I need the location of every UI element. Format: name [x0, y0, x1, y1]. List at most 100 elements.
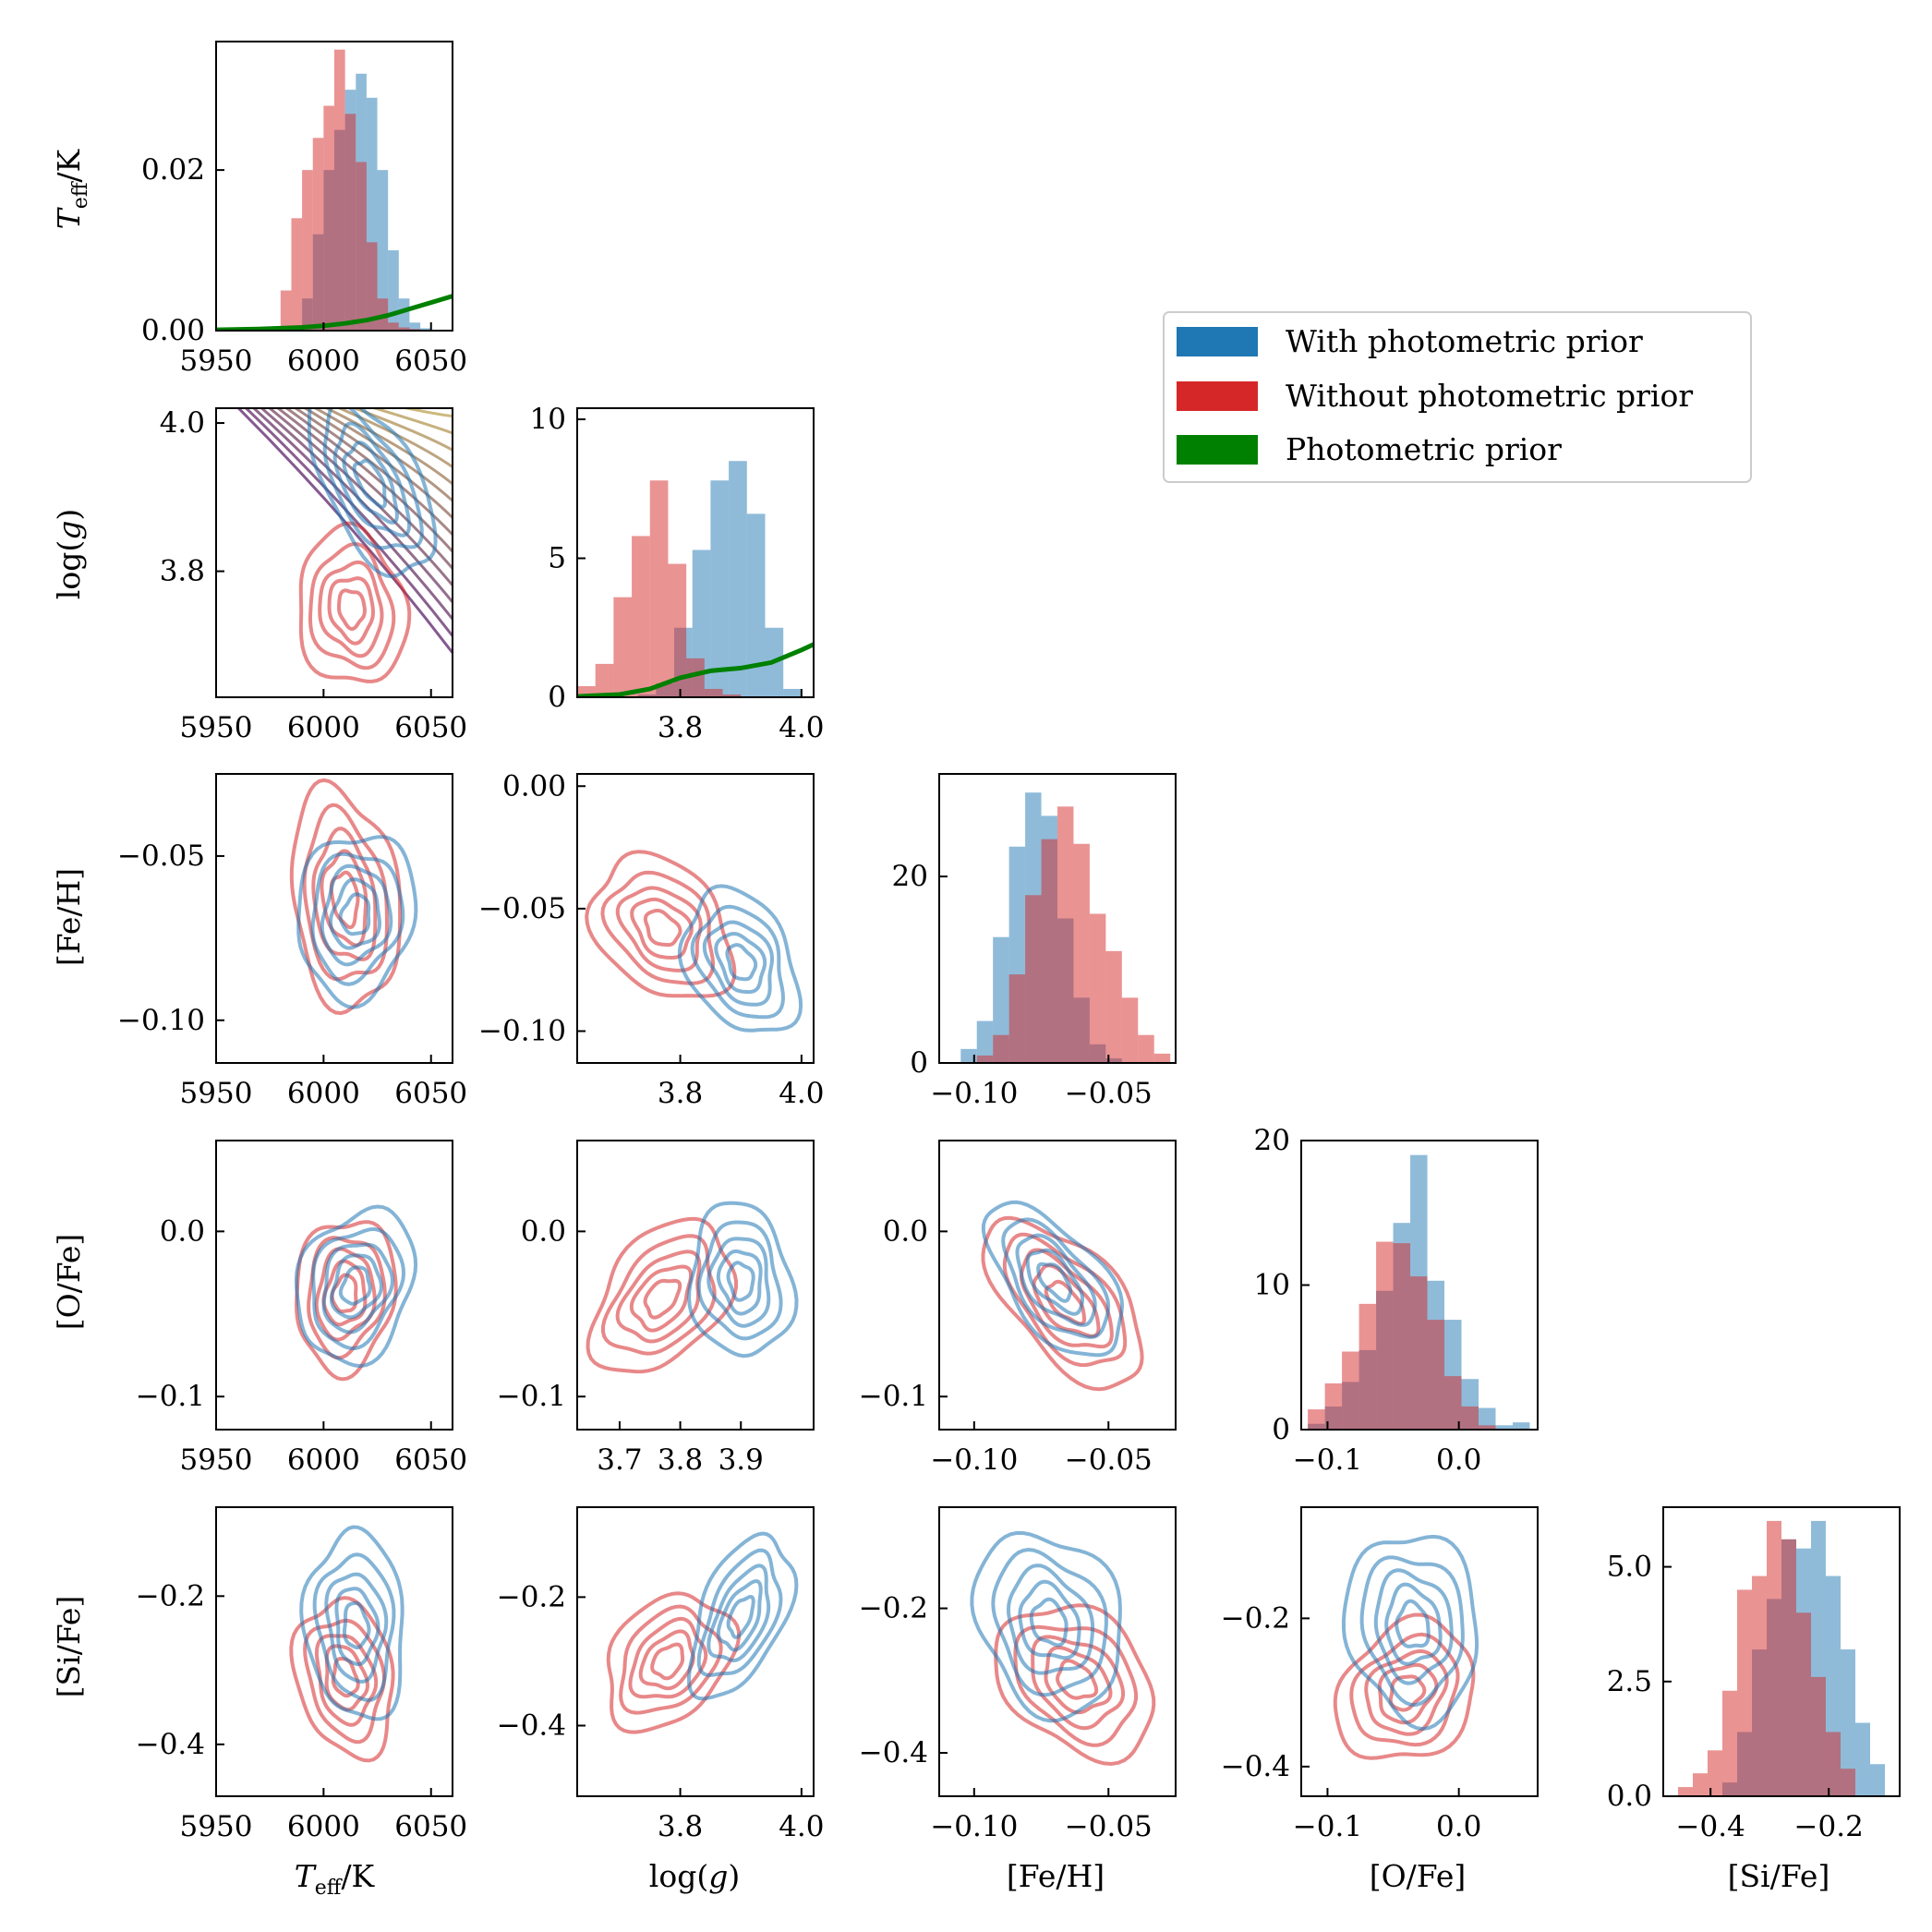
y-label-logg: log(g): [51, 509, 87, 599]
hist-bar-without-prior: [323, 105, 334, 331]
svg-text:log(g): log(g): [51, 509, 87, 599]
x-tick-label: −0.2: [1794, 1810, 1864, 1843]
y-tick-label: −0.2: [1221, 1601, 1290, 1635]
hist-bar-without-prior: [1105, 950, 1122, 1063]
kde-contour-with-prior: [677, 884, 803, 1032]
kde-contour-with-prior: [1395, 1599, 1431, 1648]
kde-logg-feh: 3.8 4.0 −0.10 −0.05 0.00: [478, 769, 825, 1110]
kde-contour-with-prior: [1006, 1564, 1095, 1675]
hist-teff: 5950 6000 6050 0.00 0.02: [141, 41, 467, 378]
x-tick-label: −0.4: [1676, 1810, 1745, 1843]
y-label-sife: [Si/Fe]: [51, 1596, 87, 1698]
y-tick-label: 10: [1254, 1269, 1290, 1302]
kde-contour-without-prior: [1013, 1624, 1139, 1747]
x-tick-label: 0.0: [1436, 1810, 1481, 1843]
prior-contour: [313, 386, 453, 401]
hist-bar-without-prior: [1308, 1409, 1325, 1430]
svg-text:[Fe/H]: [Fe/H]: [51, 868, 87, 966]
x-tick-label: 4.0: [779, 711, 824, 744]
kde-contour-with-prior: [981, 1200, 1125, 1358]
kde-teff-sife: 5950 6000 6050 −0.4 −0.2: [136, 1506, 467, 1843]
prior-contour: [312, 408, 453, 502]
kde-logg-ofe-plot-area: [586, 1201, 799, 1374]
kde-contour-without-prior: [318, 560, 384, 658]
legend-label-prior: Photometric prior: [1286, 431, 1562, 467]
hist-bar-without-prior: [312, 138, 324, 331]
legend-swatch-prior: [1177, 435, 1258, 465]
kde-contour-without-prior: [601, 1234, 717, 1356]
kde-contour-without-prior: [650, 1642, 685, 1681]
kde-contour-without-prior: [585, 850, 737, 998]
hist-bar-without-prior: [1121, 997, 1139, 1063]
kde-teff-logg: 5950 6000 6050 3.8 4.0: [160, 382, 467, 744]
x-tick-label: 4.0: [779, 1077, 824, 1110]
axes-frame: [938, 1140, 1177, 1431]
hist-bar-without-prior: [1358, 1303, 1377, 1430]
x-tick-label: −0.05: [1065, 1810, 1153, 1843]
y-tick-label: 20: [1254, 1124, 1290, 1157]
hist-bar-without-prior: [1041, 839, 1057, 1063]
svg-text:[Si/Fe]: [Si/Fe]: [51, 1596, 87, 1698]
hist-bar-without-prior: [1752, 1576, 1767, 1796]
axes-frame: [576, 1140, 815, 1431]
kde-contour-with-prior: [1018, 1579, 1081, 1660]
kde-teff-logg-plot-area: [236, 382, 453, 683]
hist-bar-without-prior: [613, 597, 633, 697]
kde-contour-with-prior: [686, 1531, 799, 1701]
hist-bar-with-prior: [993, 936, 1009, 1063]
kde-contour-without-prior: [615, 1250, 702, 1344]
kde-teff-sife-plot-area: [289, 1525, 405, 1763]
hist-ofe-plot-area: [1308, 1154, 1530, 1430]
kde-contour-with-prior: [970, 1530, 1122, 1723]
y-tick-label: 0.0: [521, 1214, 566, 1248]
hist-bar-without-prior: [334, 49, 345, 331]
y-tick-label: −0.1: [497, 1380, 566, 1413]
x-tick-label: 6000: [287, 1443, 360, 1477]
y-label-ofe: [O/Fe]: [51, 1234, 87, 1331]
y-tick-label: 0.00: [141, 314, 205, 347]
x-tick-label: 3.8: [658, 1443, 703, 1477]
kde-feh-sife-plot-area: [970, 1530, 1156, 1767]
legend-swatch-with: [1177, 327, 1258, 356]
kde-contour-with-prior: [1036, 1262, 1073, 1303]
hist-bar-without-prior: [1324, 1383, 1343, 1430]
hist-bar-with-prior: [1870, 1764, 1885, 1796]
prior-contour: [320, 382, 453, 392]
hist-ofe: −0.1 0.0 0 10 20: [1254, 1124, 1539, 1477]
kde-contour-without-prior: [994, 1603, 1156, 1767]
kde-contour-with-prior: [322, 408, 424, 550]
kde-contour-without-prior: [628, 1616, 708, 1699]
y-tick-label: −0.10: [478, 1015, 566, 1048]
x-label-sife: [Si/Fe]: [1728, 1858, 1830, 1894]
kde-contour-with-prior: [311, 1227, 406, 1350]
hist-bar-with-prior: [1479, 1407, 1496, 1430]
kde-contour-with-prior: [726, 1261, 755, 1302]
hist-sife: −0.4 −0.2 0.0 2.5 5.0: [1607, 1506, 1901, 1843]
x-tick-label: 6050: [394, 1443, 467, 1477]
kde-contour-with-prior: [1029, 1597, 1069, 1648]
kde-contour-with-prior: [1359, 1555, 1465, 1708]
y-tick-label: −0.4: [497, 1709, 566, 1742]
legend: With photometric prior Without photometr…: [1163, 311, 1752, 483]
hist-bar-without-prior: [1737, 1589, 1752, 1796]
kde-feh-ofe: −0.10 −0.05 −0.1 0.0: [859, 1140, 1177, 1477]
hist-logg-plot-area: [577, 461, 814, 697]
hist-bar-with-prior: [409, 322, 421, 331]
x-tick-label: −0.10: [930, 1443, 1018, 1477]
kde-contour-with-prior: [687, 1201, 799, 1358]
x-tick-label: −0.1: [1293, 1810, 1362, 1843]
hist-bar-without-prior: [704, 688, 723, 697]
kde-contour-without-prior: [1055, 1659, 1099, 1700]
y-label-feh: [Fe/H]: [51, 868, 87, 966]
y-tick-label: −0.4: [1221, 1750, 1290, 1783]
y-tick-label: 10: [530, 403, 566, 436]
x-tick-label: −0.05: [1065, 1443, 1153, 1477]
axes-frame: [215, 1140, 453, 1431]
kde-contour-without-prior: [330, 1273, 358, 1313]
x-tick-label: 5950: [180, 711, 253, 744]
hist-bar-without-prior: [686, 658, 705, 697]
prior-contour: [336, 408, 453, 468]
kde-contour-without-prior: [643, 1278, 682, 1320]
hist-bar-without-prior: [1342, 1351, 1359, 1430]
